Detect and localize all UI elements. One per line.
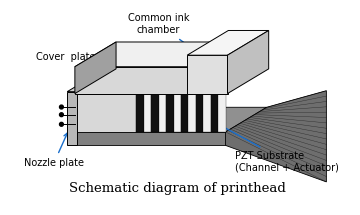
Text: PZT Substrate
(Channel + Actuator): PZT Substrate (Channel + Actuator)	[191, 109, 339, 173]
Polygon shape	[174, 94, 181, 132]
Polygon shape	[159, 94, 166, 132]
Polygon shape	[187, 31, 269, 55]
Polygon shape	[75, 67, 192, 94]
Polygon shape	[187, 55, 228, 94]
Polygon shape	[228, 31, 269, 94]
Polygon shape	[67, 92, 77, 145]
Circle shape	[59, 113, 63, 117]
Polygon shape	[136, 94, 144, 132]
Polygon shape	[211, 94, 218, 132]
Polygon shape	[196, 94, 203, 132]
Polygon shape	[75, 42, 233, 67]
Polygon shape	[151, 94, 159, 132]
Polygon shape	[203, 69, 252, 94]
Polygon shape	[192, 42, 233, 94]
Polygon shape	[218, 69, 267, 94]
Polygon shape	[75, 42, 116, 94]
Polygon shape	[188, 94, 196, 132]
Polygon shape	[203, 94, 211, 132]
Polygon shape	[211, 69, 259, 94]
Text: Schematic diagram of printhead: Schematic diagram of printhead	[69, 182, 286, 195]
Polygon shape	[174, 69, 222, 94]
Polygon shape	[136, 69, 185, 94]
Text: Cover  plate: Cover plate	[36, 52, 102, 67]
Polygon shape	[67, 67, 118, 92]
Polygon shape	[196, 69, 244, 94]
Polygon shape	[144, 69, 192, 94]
Polygon shape	[75, 132, 226, 145]
Text: Nozzle plate: Nozzle plate	[24, 133, 84, 168]
Circle shape	[59, 122, 63, 126]
Polygon shape	[75, 69, 177, 94]
Polygon shape	[75, 107, 267, 132]
Polygon shape	[159, 69, 207, 94]
Polygon shape	[226, 91, 327, 182]
Polygon shape	[181, 69, 230, 94]
Polygon shape	[188, 69, 237, 94]
Polygon shape	[144, 94, 151, 132]
Polygon shape	[136, 69, 177, 132]
Polygon shape	[166, 94, 174, 132]
Text: Common ink
chamber: Common ink chamber	[128, 13, 198, 53]
Polygon shape	[151, 69, 200, 94]
Polygon shape	[75, 94, 136, 132]
Polygon shape	[218, 94, 226, 132]
Polygon shape	[181, 94, 188, 132]
Circle shape	[59, 105, 63, 109]
Polygon shape	[166, 69, 215, 94]
